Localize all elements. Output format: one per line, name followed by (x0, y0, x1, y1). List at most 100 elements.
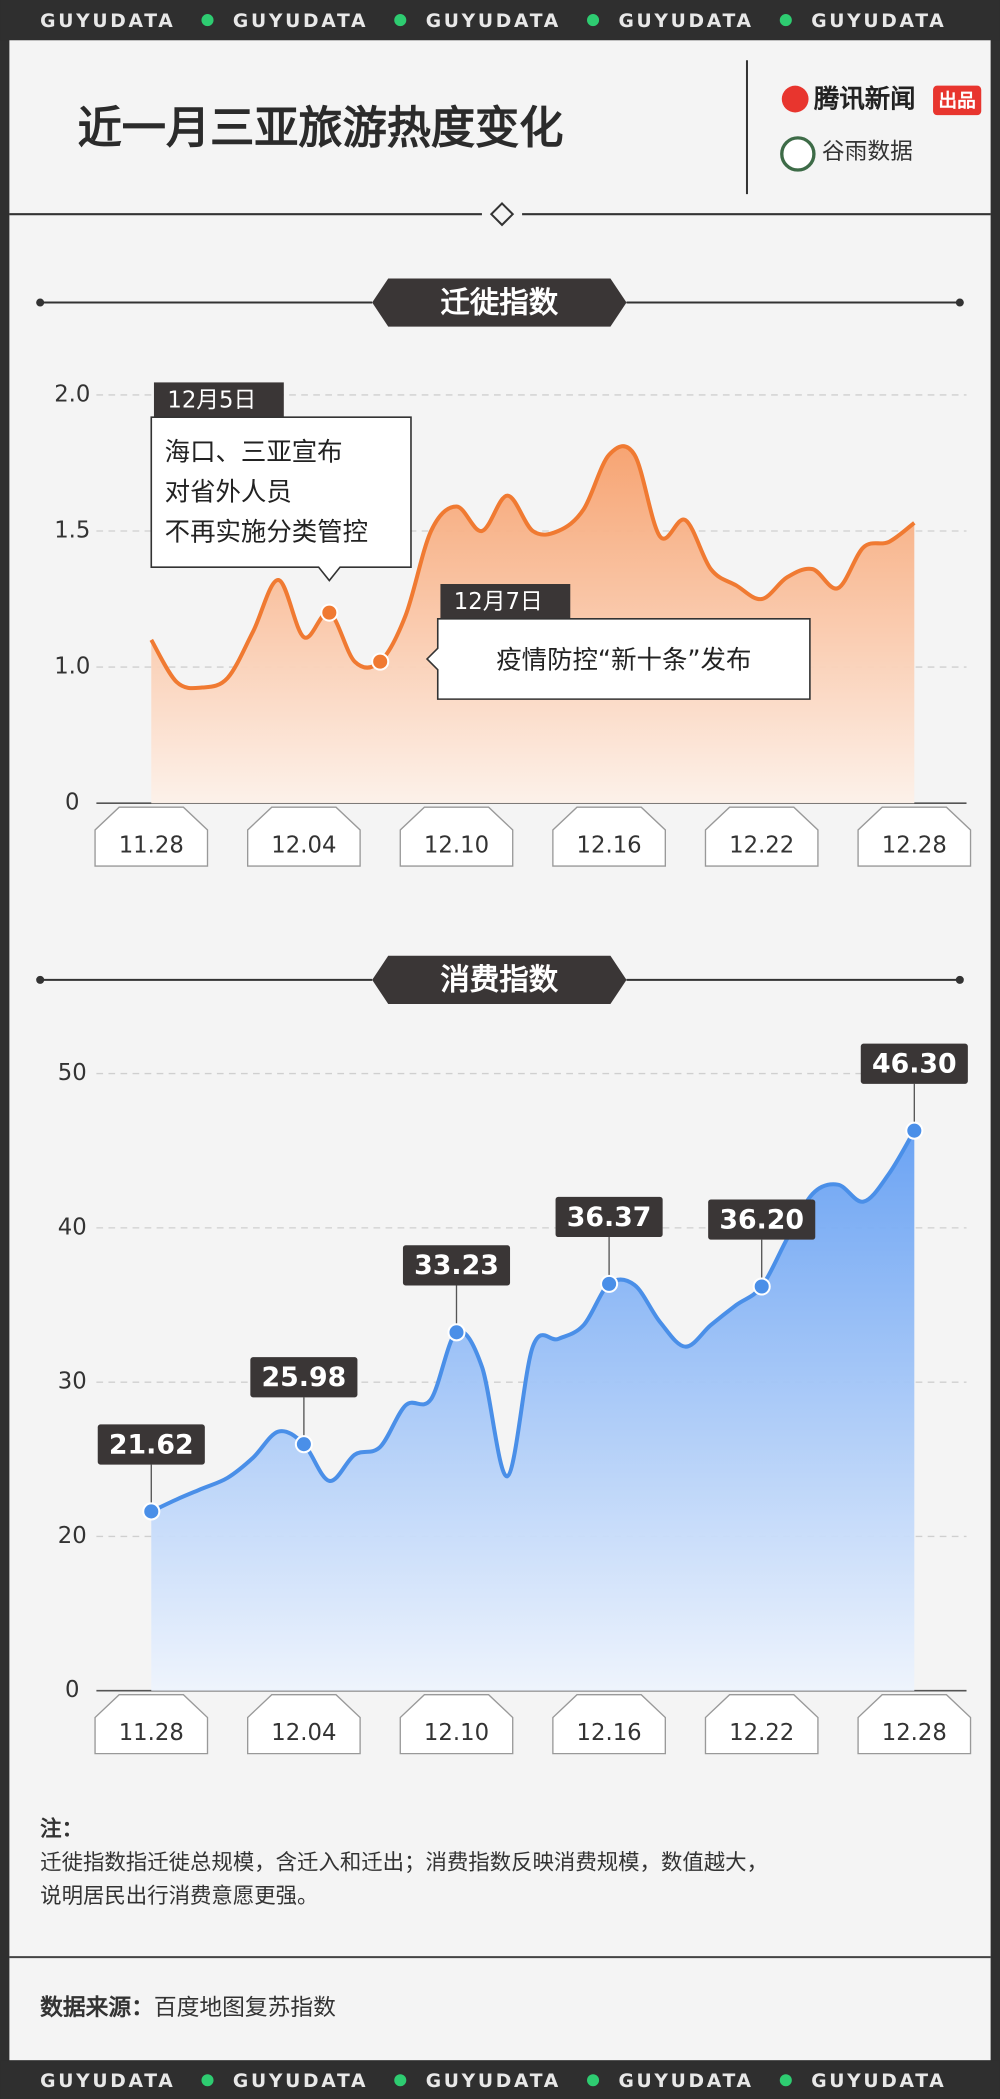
banner-bg (0, 2060, 1000, 2099)
value-label: 36.37 (567, 1202, 652, 1233)
section-label-bg (372, 278, 627, 327)
value-label: 33.23 (414, 1250, 499, 1281)
x-label-box (246, 1694, 361, 1755)
x-label-box (857, 1694, 972, 1755)
point (752, 1277, 771, 1296)
banner-text: GUYUDATA (811, 2071, 946, 2092)
y-tick-label: 50 (58, 1060, 87, 1086)
point (142, 1502, 161, 1521)
banner-text: GUYUDATA (618, 11, 753, 32)
section-title: 迁徙指数 (440, 285, 558, 319)
x-label-box (704, 806, 819, 867)
point (905, 1121, 924, 1140)
point (320, 603, 339, 622)
x-label-box (704, 1694, 819, 1755)
y-tick-label: 40 (58, 1214, 87, 1240)
x-tick-label: 11.28 (119, 1720, 184, 1746)
banner-dot (201, 14, 214, 27)
banner-text: GUYUDATA (233, 11, 368, 32)
banner-text: GUYUDATA (618, 2071, 753, 2092)
source-text: 百度地图复苏指数 (154, 1994, 336, 2020)
annotation-label: 12月5日 (167, 388, 256, 414)
annotation-tab (153, 382, 284, 418)
note-line: 迁徙指数指迁徙总规模，含迁入和迁出；消费指数反映消费规模，数值越大， (40, 1850, 768, 1875)
x-tick-label: 12.28 (882, 833, 947, 859)
title: 近一月三亚旅游热度变化 (78, 103, 564, 154)
annotation-box (150, 416, 412, 582)
banner-dot (587, 14, 600, 27)
point (294, 1435, 313, 1454)
y-tick-label: 30 (58, 1369, 87, 1395)
x-label-box (399, 806, 514, 867)
banner-dot (394, 2074, 407, 2087)
panel (9, 40, 991, 2062)
annotation-box (425, 618, 811, 700)
banner-dot (201, 2074, 214, 2087)
banner-bg (0, 0, 1000, 41)
banner-dot (779, 14, 792, 27)
label-box (860, 1043, 968, 1084)
annotation-text: 不再实施分类管控 (165, 517, 368, 547)
banner-dot (587, 2074, 600, 2087)
logo-tag-box (933, 85, 982, 116)
line (149, 444, 916, 691)
label-box (250, 1357, 358, 1398)
line (150, 1129, 917, 1514)
logo-icon (781, 85, 809, 113)
x-tick-label: 12.16 (577, 1720, 642, 1746)
diamond (489, 202, 515, 227)
section-label-bg (372, 955, 627, 1004)
y-tick-label: 2.0 (54, 381, 90, 407)
section-dot (955, 975, 964, 984)
logo-text: 谷雨数据 (822, 139, 913, 165)
banner-text: GUYUDATA (40, 2071, 175, 2092)
y-tick-label: 1.0 (54, 654, 90, 680)
x-label-box (94, 806, 209, 867)
x-tick-label: 12.28 (882, 1720, 947, 1746)
x-tick-label: 12.04 (271, 1720, 336, 1746)
section-dot (955, 298, 964, 307)
label-box (97, 1424, 205, 1465)
x-label-box (552, 1694, 666, 1755)
source: 数据来源：百度地图复苏指数 (40, 1994, 336, 2020)
value-label: 21.62 (109, 1429, 194, 1460)
value-label: 46.30 (872, 1049, 957, 1080)
annotation-text: 海口、三亚宣布 (165, 436, 343, 466)
x-tick-label: 12.04 (271, 833, 336, 859)
x-tick-label: 12.22 (729, 833, 794, 859)
x-label-box (94, 1694, 209, 1755)
annotation-text: 对省外人员 (165, 477, 292, 507)
banner-dot (779, 2074, 792, 2087)
x-tick-label: 12.22 (729, 1720, 794, 1746)
logo-text: 腾讯新闻 (814, 83, 916, 113)
banner-text: GUYUDATA (811, 11, 946, 32)
annotation-label: 12月7日 (454, 589, 543, 615)
x-label-box (246, 806, 361, 867)
x-tick-label: 11.28 (119, 833, 184, 859)
section-title: 消费指数 (440, 963, 558, 997)
banner-text: GUYUDATA (426, 2071, 561, 2092)
note-label: 注： (40, 1816, 83, 1842)
source-label: 数据来源： (40, 1994, 154, 2020)
banner-text: GUYUDATA (40, 11, 175, 32)
area (151, 1130, 915, 1691)
point (371, 652, 390, 671)
x-tick-label: 12.10 (424, 833, 489, 859)
section-dot (36, 298, 45, 307)
y-tick-label: 20 (58, 1523, 87, 1549)
label-box (708, 1199, 816, 1240)
note-line: 说明居民出行消费意愿更强。 (40, 1884, 318, 1909)
x-label-box (399, 1694, 514, 1755)
banner-text: GUYUDATA (233, 2071, 368, 2092)
value-label: 36.20 (719, 1204, 804, 1235)
label-box (555, 1196, 663, 1238)
annotation-tab (440, 584, 571, 619)
x-label-box (857, 806, 972, 867)
y-tick-label: 0 (65, 790, 79, 816)
point (447, 1323, 466, 1342)
annotation-text: 疫情防控“新十条”发布 (496, 645, 751, 675)
x-label-box (552, 806, 666, 867)
x-tick-label: 12.16 (577, 833, 642, 859)
